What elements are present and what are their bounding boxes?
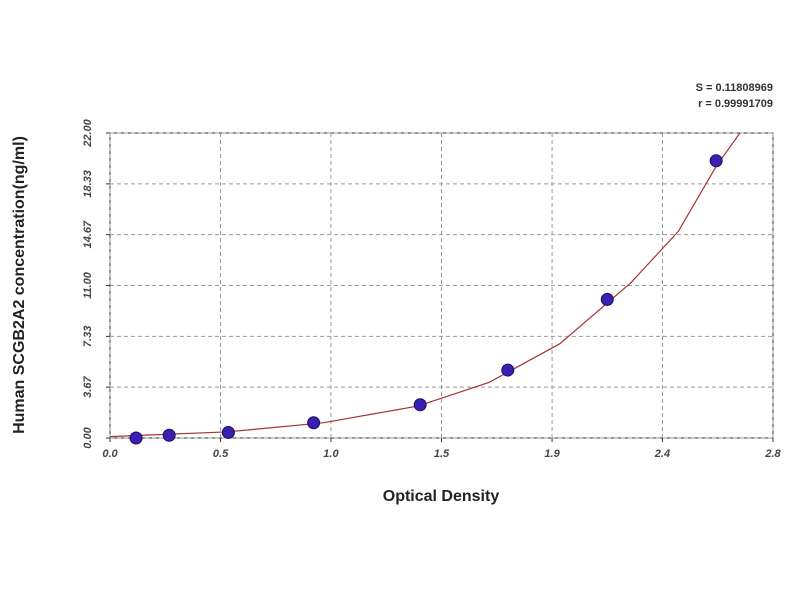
data-point (129, 431, 143, 445)
y-tick-label: 3.67 (82, 376, 94, 398)
fit-curve (109, 132, 741, 438)
y-tick-label: 22.00 (82, 118, 94, 147)
y-tick-label: 0.00 (82, 426, 94, 448)
annotation: S = 0.11808969 (696, 82, 773, 94)
y-tick-label: 7.33 (82, 326, 94, 347)
data-point (709, 154, 723, 168)
data-point (221, 425, 235, 439)
x-tick-label: 0.5 (213, 448, 229, 460)
annotation: r = 0.99991709 (698, 98, 773, 110)
x-tick-label: 2.4 (654, 448, 670, 460)
data-point (307, 416, 321, 430)
x-tick-label: 1.5 (434, 448, 450, 460)
x-tick-label: 0.0 (102, 448, 118, 460)
data-point (413, 398, 427, 412)
data-point (600, 292, 614, 306)
x-tick-label: 1.0 (323, 448, 339, 460)
x-tick-label: 2.8 (764, 448, 781, 460)
data-point (162, 428, 176, 442)
x-axis-title: Optical Density (383, 488, 500, 505)
y-tick-label: 14.67 (82, 220, 94, 248)
x-tick-label: 1.9 (544, 448, 560, 460)
y-tick-label: 18.33 (82, 170, 94, 198)
y-axis-title: Human SCGB2A2 concentration(ng/ml) (11, 136, 28, 434)
y-tick-label: 11.00 (82, 271, 94, 299)
data-point (501, 363, 515, 377)
